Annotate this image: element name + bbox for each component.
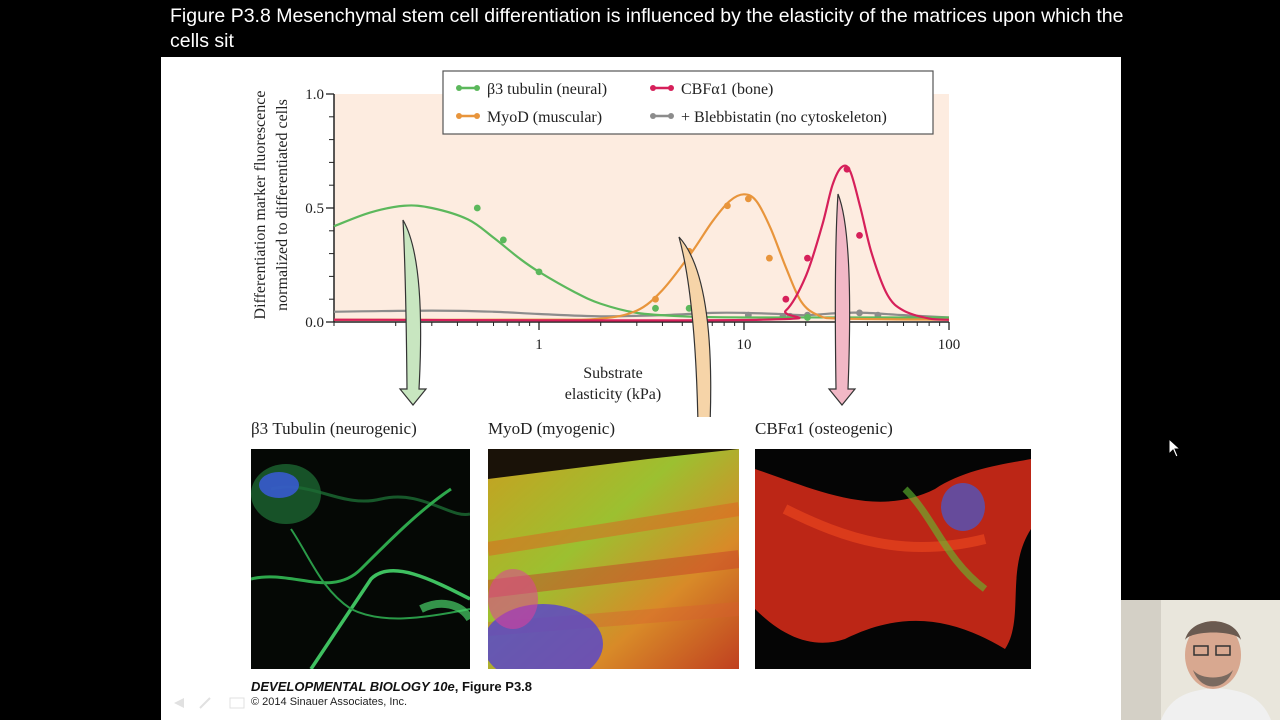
legend-label: CBFα1 (bone) [681, 81, 773, 98]
data-point [535, 268, 543, 276]
arrow-pink [827, 193, 857, 406]
credit-book: DEVELOPMENTAL BIOLOGY 10e [251, 679, 455, 694]
slide-controls[interactable] [170, 694, 260, 717]
menu-icon [229, 697, 245, 709]
legend-marker [650, 113, 656, 119]
data-point [856, 231, 863, 239]
legend-item-2: CBFα1 (bone) [650, 81, 773, 98]
panel-label-osteogenic: CBFα1 (osteogenic) [755, 419, 893, 438]
y-axis-label: Differentiation marker fluorescence norm… [252, 91, 291, 320]
svg-text:Differentiation marker fluores: Differentiation marker fluorescence [252, 91, 269, 320]
legend-label: MyoD (muscular) [487, 109, 602, 126]
arrow-green [398, 219, 428, 406]
copyright: © 2014 Sinauer Associates, Inc. [251, 696, 408, 708]
svg-text:elasticity (kPa): elasticity (kPa) [565, 386, 661, 403]
y-tick-label: 0.0 [305, 315, 324, 331]
panel-label-myogenic: MyoD (myogenic) [488, 419, 616, 438]
data-point [804, 314, 811, 321]
panel-label-neurogenic: β3 Tubulin (neurogenic) [251, 419, 417, 438]
x-tick-label: 10 [737, 337, 752, 353]
y-axis: 0.0 0.5 1.0 [305, 87, 335, 331]
x-tick-label: 100 [938, 337, 961, 353]
y-tick-label: 1.0 [305, 87, 324, 103]
legend-marker [668, 113, 674, 119]
webcam-video [1121, 600, 1280, 720]
series-layer [333, 164, 950, 322]
chart: 0.0 0.5 1.0 1 10 100 Differentiation marker … [252, 70, 961, 417]
pen-icon [199, 697, 211, 709]
series-2 [333, 164, 950, 322]
micrograph-myogenic [488, 449, 739, 669]
legend-label: + Blebbistatin (no cytoskeleton) [681, 109, 887, 126]
figure-title: Figure P3.8 Mesenchymal stem cell differ… [170, 5, 1124, 52]
data-point [652, 304, 659, 312]
data-point [724, 202, 731, 210]
legend-marker [456, 113, 462, 119]
legend-marker [474, 113, 480, 119]
arrows [398, 193, 857, 417]
data-point [856, 309, 863, 317]
legend-item-1: MyoD (muscular) [456, 109, 602, 126]
mouse-cursor-icon [1168, 437, 1182, 463]
data-point [765, 254, 773, 262]
legend-label: β3 tubulin (neural) [487, 81, 607, 98]
y-tick-label: 0.5 [305, 201, 324, 217]
series-line [333, 309, 950, 319]
slide: 0.0 0.5 1.0 1 10 100 Differentiation marker … [161, 57, 1121, 720]
svg-text:normalized to differentiated c: normalized to differentiated cells [274, 99, 291, 311]
previous-slide-icon [174, 698, 184, 708]
legend-marker [456, 85, 462, 91]
x-axis-label: Substrate elasticity (kPa) [565, 365, 661, 403]
legend-item-3: + Blebbistatin (no cytoskeleton) [650, 109, 887, 126]
arrow-orange [678, 236, 712, 417]
series-line [333, 193, 950, 321]
legend-marker [474, 85, 480, 91]
data-point [473, 204, 481, 212]
x-axis: 1 10 100 [333, 321, 961, 353]
legend: β3 tubulin (neural) CBFα1 (bone) MyoD (mus… [442, 70, 934, 135]
figure-credit: DEVELOPMENTAL BIOLOGY 10e, Figure P3.8 [251, 679, 532, 694]
data-point [804, 254, 811, 262]
credit-figure: , Figure P3.8 [454, 679, 533, 694]
micrograph-neurogenic [251, 449, 470, 669]
data-point [652, 295, 659, 303]
data-point [782, 295, 790, 303]
legend-marker [668, 85, 674, 91]
svg-text:Substrate: Substrate [583, 365, 643, 382]
legend-marker [650, 85, 656, 91]
legend-item-0: β3 tubulin (neural) [456, 81, 607, 98]
series-line [333, 204, 949, 319]
micrograph-osteogenic [755, 449, 1031, 669]
series-1 [333, 193, 950, 321]
data-point [744, 195, 752, 203]
data-point [499, 236, 507, 244]
series-line [333, 164, 950, 322]
x-tick-label: 1 [535, 337, 543, 353]
data-point [843, 165, 851, 173]
